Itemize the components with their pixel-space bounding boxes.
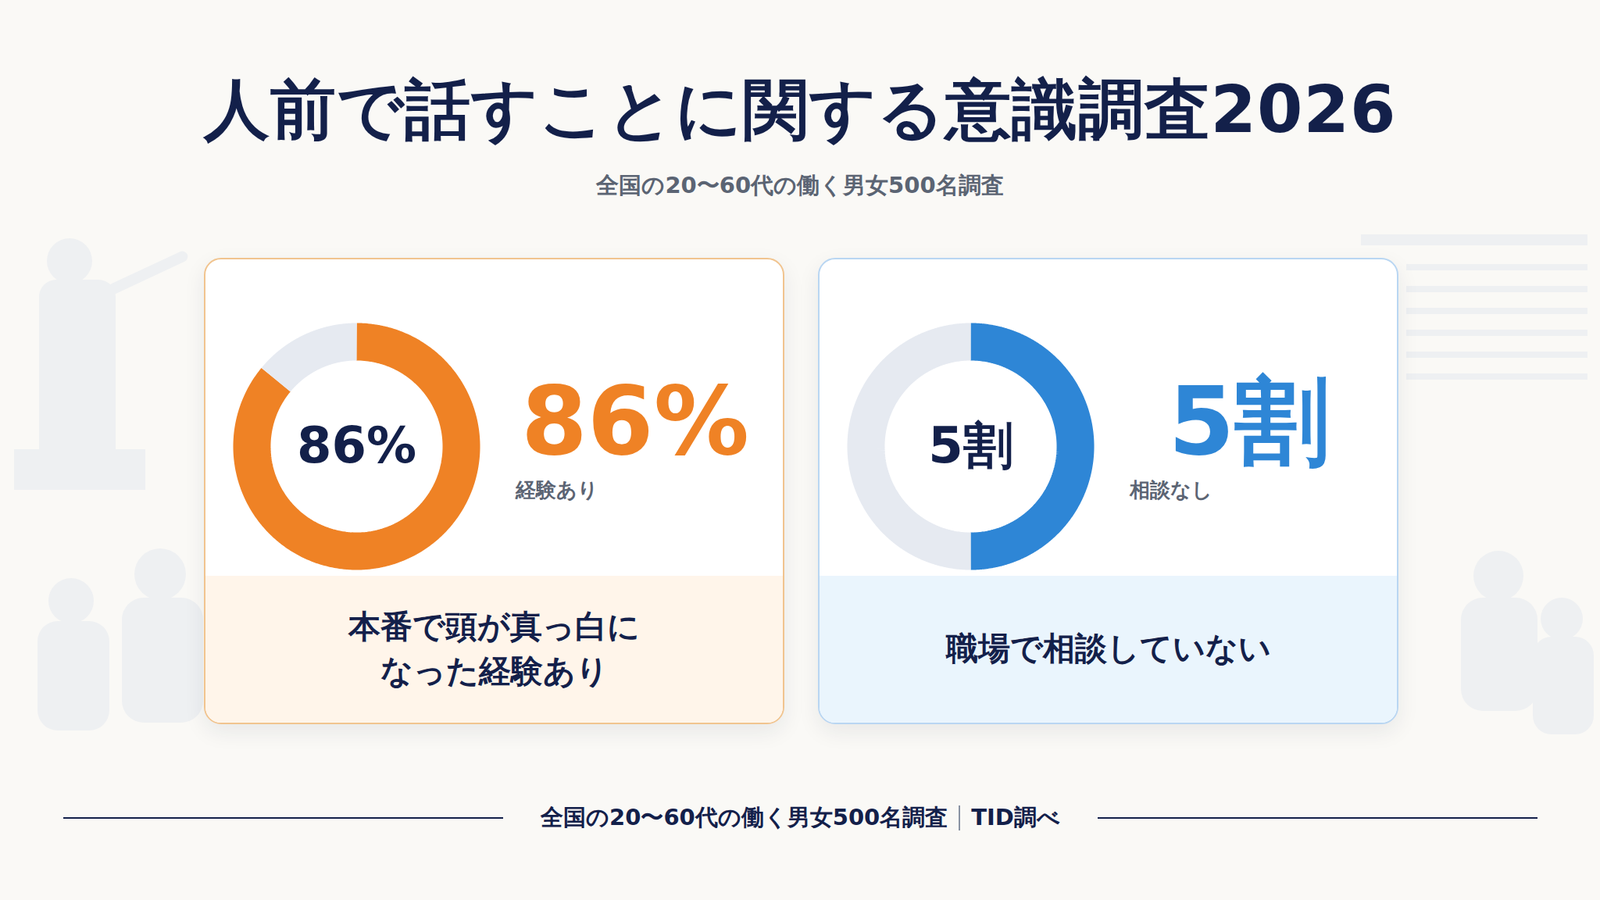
html-text:本番で頭が真っ白に なった経験あり: 本番で頭が真っ白に なった経験あり <box>348 607 640 690</box>
html-text:相談なし: 相談なし <box>1129 478 1213 502</box>
html-text:経験あり: 経験あり <box>515 478 599 502</box>
svg-text:5割: 5割 <box>928 416 1014 475</box>
html-text:職場で相談していない: 職場で相談していない <box>945 629 1271 668</box>
html-text:5割: 5割 <box>1168 365 1330 477</box>
html-text:全国の20〜60代の働く男女500名調査: 全国の20〜60代の働く男女500名調査 <box>540 803 948 831</box>
html-text:人前で話すことに関する意識調査2026: 人前で話すことに関する意識調査2026 <box>203 71 1397 148</box>
html-text:86%: 86% <box>521 365 750 477</box>
svg-text:86%: 86% <box>296 416 417 475</box>
html-text:全国の20〜60代の働く男女500名調査: 全国の20〜60代の働く男女500名調査 <box>596 171 1004 199</box>
html-text:TID調べ: TID調べ <box>971 803 1061 831</box>
